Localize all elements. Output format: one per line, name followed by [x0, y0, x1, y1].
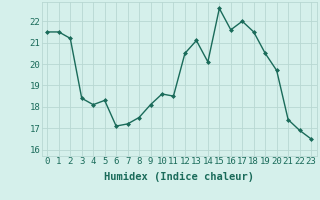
X-axis label: Humidex (Indice chaleur): Humidex (Indice chaleur) — [104, 172, 254, 182]
